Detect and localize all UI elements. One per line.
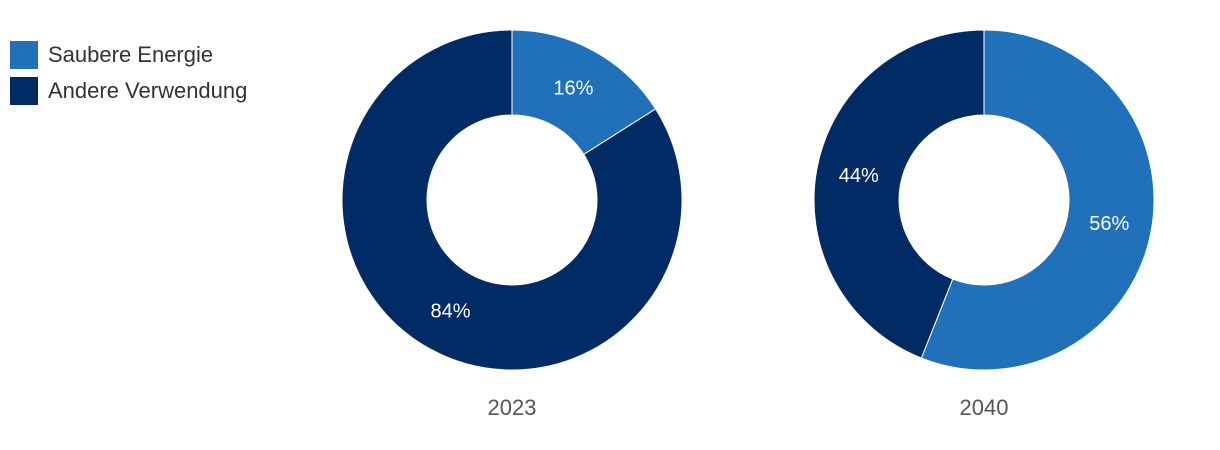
slice-label-2023-andere-verwendung: 84% xyxy=(431,301,471,323)
legend-label-andere-verwendung: Andere Verwendung xyxy=(48,78,248,103)
chart-legend: Saubere Energie Andere Verwendung xyxy=(10,40,247,112)
legend-item-andere-verwendung: Andere Verwendung xyxy=(10,76,247,106)
chart-title-2023: 2023 xyxy=(488,395,537,420)
donut-slice-2040-saubere-energie xyxy=(920,29,1155,371)
legend-swatch-saubere-energie xyxy=(10,41,38,69)
slice-label-2040-saubere-energie: 56% xyxy=(1089,213,1129,235)
donut-slice-2040-andere-verwendung xyxy=(813,29,985,359)
legend-label-saubere-energie: Saubere Energie xyxy=(48,42,214,67)
chart-title-2040: 2040 xyxy=(960,395,1009,420)
slice-label-2023-saubere-energie: 16% xyxy=(553,77,593,99)
slice-label-2040-andere-verwendung: 44% xyxy=(839,165,879,187)
legend-swatch-andere-verwendung xyxy=(10,77,38,105)
donut-slice-2023-andere-verwendung xyxy=(341,29,683,371)
legend-item-saubere-energie: Saubere Energie xyxy=(10,40,247,70)
